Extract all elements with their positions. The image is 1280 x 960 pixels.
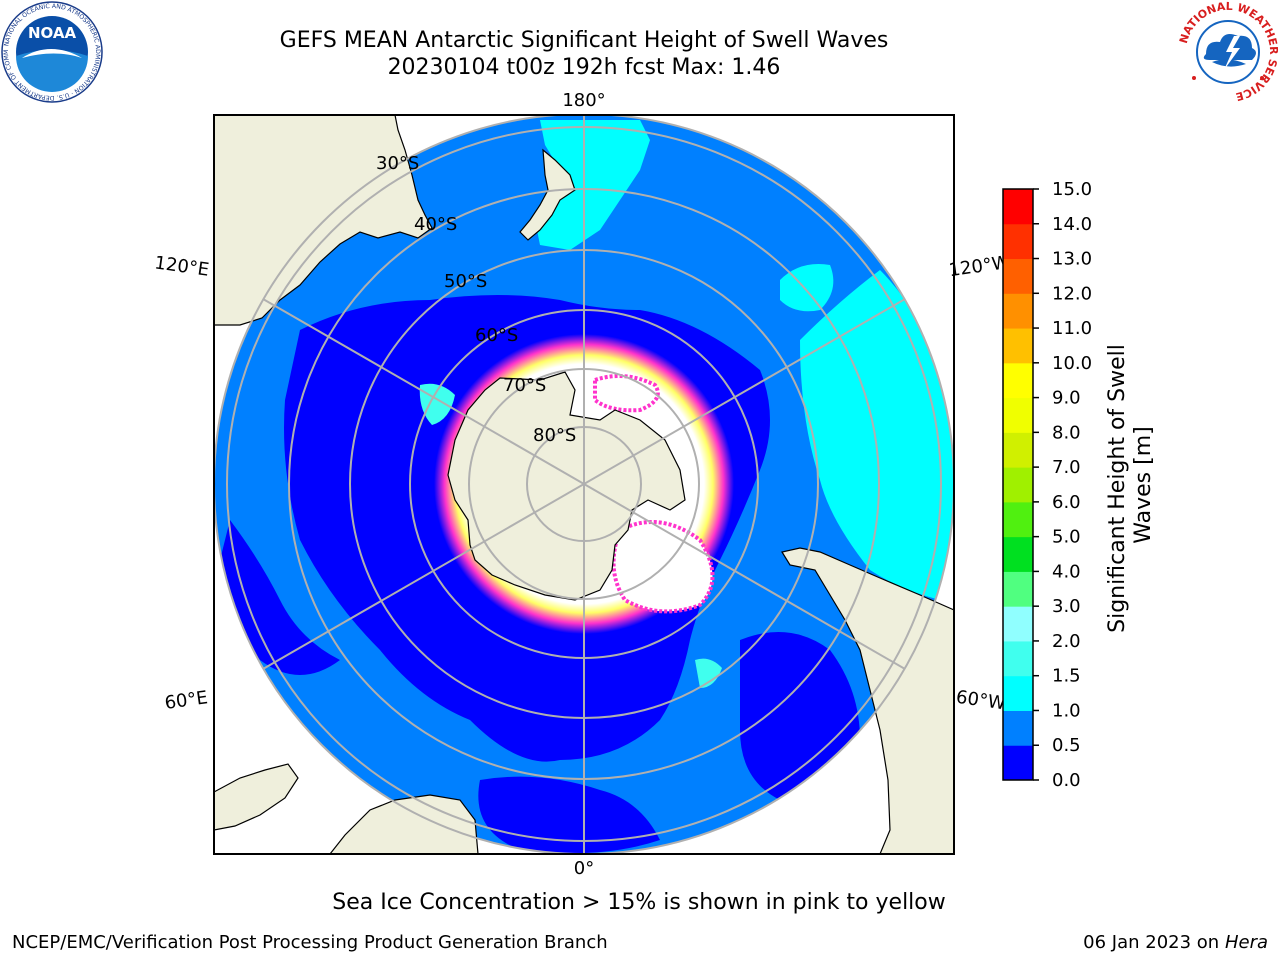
colorbar-segment: [1003, 571, 1033, 607]
noaa-logo: NATIONAL OCEANIC AND ATMOSPHERIC ADMINIS…: [0, 0, 103, 103]
sea-ice-caption: Sea Ice Concentration > 15% is shown in …: [332, 890, 946, 915]
colorbar-tick-label: 1.5: [1052, 666, 1081, 687]
lon-label-120e: 120°E: [153, 252, 210, 280]
colorbar-tick-label: 10.0: [1052, 353, 1092, 374]
colorbar-tick-label: 12.0: [1052, 283, 1092, 304]
colorbar-tick-label: 0.0: [1052, 770, 1081, 791]
colorbar-segment: [1003, 432, 1033, 468]
colorbar-tick-label: 0.5: [1052, 735, 1081, 756]
colorbar-tick-label: 15.0: [1052, 179, 1092, 200]
colorbar-tick-label: 7.0: [1052, 457, 1081, 478]
lat-label-40s: 40°S: [414, 214, 457, 235]
colorbar-segment: [1003, 189, 1033, 225]
new-zealand-land: [519, 148, 576, 241]
lon-label-0: 0°: [574, 858, 594, 879]
lon-label-60w: 60°W: [955, 687, 1007, 715]
colorbar-segment: [1003, 293, 1033, 329]
footer-credit: NCEP/EMC/Verification Post Processing Pr…: [12, 932, 608, 953]
footer-machine: Hera: [1224, 932, 1268, 953]
colorbar-segment: [1003, 328, 1033, 364]
graticule: [226, 115, 942, 854]
lat-label-80s: 80°S: [533, 425, 576, 446]
madagascar-land: [214, 763, 299, 831]
colorbar-segment: [1003, 223, 1033, 260]
lon-label-60e: 60°E: [163, 687, 209, 714]
colorbar-tick-label: 8.0: [1052, 422, 1081, 443]
swell-low-southwest: [220, 520, 340, 675]
svg-text:NOAA: NOAA: [28, 24, 77, 42]
antarctica-land: [447, 371, 686, 601]
colorbar-tick-label: 3.0: [1052, 596, 1081, 617]
footer-date: 06 Jan 2023 on Hera: [1083, 932, 1268, 953]
colorbar-tick-label: 6.0: [1052, 492, 1081, 513]
colorbar-segment: [1003, 397, 1033, 433]
colorbar-tick-label: 2.0: [1052, 631, 1081, 652]
lat-label-60s: 60°S: [475, 325, 518, 346]
swell-low-southeast: [740, 632, 860, 800]
map-frame: [213, 114, 955, 855]
chart-title: GEFS MEAN Antarctic Significant Height o…: [279, 28, 889, 53]
footer-date-text: 06 Jan 2023 on: [1083, 932, 1225, 953]
lat-label-30s: 30°S: [376, 153, 419, 174]
colorbar-tick-label: 1.0: [1052, 700, 1081, 721]
colorbar-tick-label: 11.0: [1052, 318, 1092, 339]
colorbar-segment: [1003, 710, 1033, 746]
colorbar-segment: [1003, 675, 1033, 711]
colorbar-segment: [1003, 501, 1033, 538]
swell-low-south: [478, 776, 660, 854]
swell-high-north: [535, 120, 650, 250]
lon-label-120w: 120°W: [947, 252, 1011, 281]
colorbar-segment: [1003, 467, 1033, 503]
colorbar-label: Significant Height of Swell Waves [m]: [1105, 337, 1156, 633]
colorbar-tick-label: 5.0: [1052, 527, 1081, 548]
colorbar-tick-label: 9.0: [1052, 388, 1081, 409]
swell-high-patch-south: [695, 658, 722, 688]
colorbar-segment: [1003, 606, 1033, 642]
lon-label-180: 180°: [562, 90, 605, 111]
chart-subtitle: 20230104 t00z 192h fcst Max: 1.46: [387, 55, 781, 80]
colorbar-segment: [1003, 640, 1033, 677]
colorbar: 0.0 0.5 1.0 1.5 2.0 3.0 4.0 5.0 6.0 7.0 8.0 9.0 10.0…: [1002, 179, 1092, 791]
colorbar-frame: [1002, 188, 1034, 781]
colorbar-segment: [1003, 536, 1033, 572]
lat-label-50s: 50°S: [444, 271, 487, 292]
colorbar-tick-label: 13.0: [1052, 249, 1092, 270]
colorbar-segment: [1003, 258, 1033, 294]
nws-logo: NATIONAL WEATHER SERVICE: [1177, 0, 1280, 103]
colorbar-segment: [1003, 362, 1033, 399]
lat-label-70s: 70°S: [503, 375, 546, 396]
colorbar-segment: [1003, 745, 1033, 781]
colorbar-tick-label: 4.0: [1052, 561, 1081, 582]
colorbar-tick-label: 14.0: [1052, 214, 1092, 235]
